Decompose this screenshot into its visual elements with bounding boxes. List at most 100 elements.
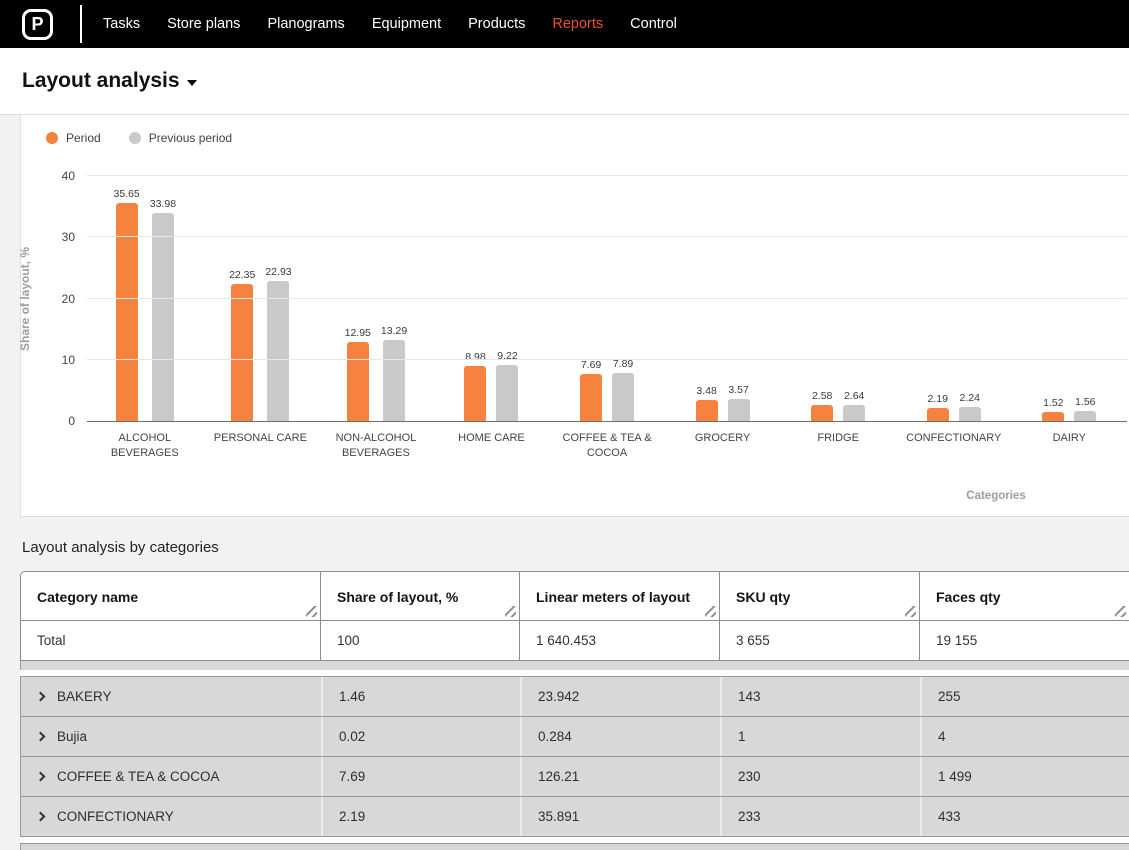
- table-cell: 126.21: [520, 757, 720, 796]
- nav-item-tasks[interactable]: Tasks: [103, 16, 141, 32]
- y-tick-label: 30: [61, 230, 75, 245]
- total-row-value: 19 155: [920, 620, 1129, 660]
- legend-item-previous-period[interactable]: Previous period: [128, 131, 233, 145]
- table-row-partial: [20, 843, 1129, 850]
- nav-item-products[interactable]: Products: [468, 16, 526, 32]
- category-name-cell[interactable]: CONFECTIONARY: [21, 797, 321, 836]
- table-row[interactable]: BAKERY 1.46 23.942 143 255: [21, 677, 1129, 717]
- main-content: Period Previous period Share of layout, %…: [0, 115, 1129, 850]
- bar-value-label: 22.35: [229, 269, 256, 282]
- bar-group: 7.69 7.89: [549, 358, 665, 421]
- column-header-label: SKU qty: [736, 589, 791, 605]
- expand-chevron-icon[interactable]: [35, 691, 46, 702]
- table-gap-bottom: [20, 837, 1129, 843]
- bar-value-label: 7.69: [580, 358, 602, 371]
- bar-value-label: 3.48: [696, 384, 717, 397]
- expand-chevron-icon[interactable]: [35, 731, 46, 742]
- total-row-value: 100: [321, 620, 520, 660]
- nav-item-equipment[interactable]: Equipment: [371, 16, 442, 32]
- total-row-label: Total: [21, 620, 321, 660]
- column-header-0[interactable]: Category name: [21, 572, 321, 620]
- bar-previous-period: [267, 280, 290, 421]
- bar-period: [464, 366, 487, 421]
- table-cell: 0.284: [520, 717, 720, 756]
- bar-value-label: 22.93: [265, 265, 292, 278]
- bar-column: 2.24: [958, 392, 981, 421]
- bar-period: [926, 407, 949, 421]
- bar-previous-period: [612, 372, 635, 421]
- table-row[interactable]: COFFEE & TEA & COCOA 7.69 126.21 230 1 499: [21, 757, 1129, 797]
- category-name-label: Bujia: [57, 729, 88, 744]
- table-row[interactable]: CONFECTIONARY 2.19 35.891 233 433: [21, 797, 1129, 837]
- column-resize-handle-icon[interactable]: [1115, 606, 1126, 617]
- bar-column: 2.64: [843, 390, 866, 421]
- bar-group: 1.52 1.56: [1012, 396, 1128, 421]
- column-header-label: Linear meters of layout: [536, 589, 691, 605]
- bar-period: [346, 341, 369, 421]
- y-tick-label: 40: [61, 169, 75, 183]
- column-header-1[interactable]: Share of layout, %: [321, 572, 520, 620]
- bar-column: 35.65: [114, 188, 140, 421]
- summary-table: Category name Share of layout, % Linear me…: [20, 571, 1129, 661]
- expand-chevron-icon[interactable]: [35, 811, 46, 822]
- legend-label: Previous period: [148, 131, 233, 145]
- nav-item-store-plans[interactable]: Store plans: [167, 16, 241, 32]
- expand-chevron-icon[interactable]: [35, 771, 46, 782]
- bar-column: 13.29: [381, 325, 407, 421]
- bar-previous-period: [151, 212, 174, 421]
- table-cell: 0.02: [321, 717, 520, 756]
- page-title[interactable]: Layout analysis: [22, 69, 180, 92]
- bar-column: 8.98: [464, 351, 487, 421]
- bar-value-label: 8.98: [465, 351, 486, 363]
- app-logo[interactable]: P: [22, 8, 53, 40]
- category-label: ALCOHOL BEVERAGES: [110, 432, 179, 459]
- category-name-label: COFFEE & TEA & COCOA: [57, 769, 220, 784]
- table-row[interactable]: Bujia 0.02 0.284 1 4: [21, 717, 1129, 757]
- x-axis-category-labels: ALCOHOL BEVERAGES PERSONAL CARE NON-ALCOHO…: [87, 431, 1127, 461]
- y-tick-label: 0: [68, 414, 75, 428]
- table-cell: 35.891: [520, 797, 720, 836]
- bar-previous-period: [958, 407, 981, 421]
- column-header-label: Share of layout, %: [337, 589, 459, 605]
- table-total-row: Total 100 1 640.453 3 655 19 155: [21, 620, 1129, 660]
- bar-column: 3.48: [695, 384, 718, 421]
- bar-column: 33.98: [150, 198, 176, 421]
- bar-previous-period: [1074, 411, 1097, 421]
- column-resize-handle-icon[interactable]: [905, 606, 916, 617]
- chevron-down-icon[interactable]: [186, 80, 197, 86]
- category-name-cell[interactable]: COFFEE & TEA & COCOA: [21, 757, 321, 796]
- bar-column: 1.56: [1074, 396, 1097, 421]
- bar-value-label: 33.98: [149, 197, 177, 210]
- legend-dot-icon: [128, 132, 141, 144]
- column-resize-handle-icon[interactable]: [306, 606, 317, 617]
- bar-previous-period: [727, 399, 750, 421]
- table-cell: 255: [920, 677, 1129, 716]
- bar-group: 2.19 2.24: [896, 392, 1012, 421]
- column-header-label: Category name: [37, 589, 139, 605]
- legend-item-period[interactable]: Period: [46, 131, 101, 145]
- bar-group: 3.48 3.57: [665, 384, 781, 421]
- column-resize-handle-icon[interactable]: [705, 606, 716, 617]
- bar-group: 22.35 22.93: [203, 266, 319, 421]
- category-label: FRIDGE: [817, 432, 859, 444]
- category-name-label: BAKERY: [57, 689, 112, 704]
- bar-value-label: 7.89: [612, 357, 634, 370]
- chart-legend: Period Previous period: [21, 129, 1129, 147]
- category-name-cell[interactable]: BAKERY: [21, 677, 321, 716]
- bar-column: 12.95: [345, 327, 371, 421]
- bar-group: 2.58 2.64: [780, 390, 896, 421]
- chart-plot-area: 35.65 33.98 22.35 22.93 12.95 13.29 8.98 9.22 7.…: [87, 177, 1127, 421]
- bar-value-label: 1.56: [1075, 396, 1096, 409]
- legend-dot-icon: [46, 132, 58, 144]
- nav-item-control[interactable]: Control: [630, 16, 677, 32]
- page-title-row: Layout analysis: [0, 48, 1129, 115]
- nav-item-planograms[interactable]: Planograms: [267, 16, 345, 32]
- bar-group: 12.95 13.29: [318, 325, 434, 421]
- bar-value-label: 35.65: [113, 187, 140, 200]
- column-resize-handle-icon[interactable]: [505, 606, 516, 617]
- nav-item-reports[interactable]: Reports: [552, 16, 604, 32]
- column-header-4[interactable]: Faces qty: [920, 572, 1129, 620]
- category-name-cell[interactable]: Bujia: [21, 717, 321, 756]
- column-header-3[interactable]: SKU qty: [720, 572, 920, 620]
- column-header-2[interactable]: Linear meters of layout: [520, 572, 720, 620]
